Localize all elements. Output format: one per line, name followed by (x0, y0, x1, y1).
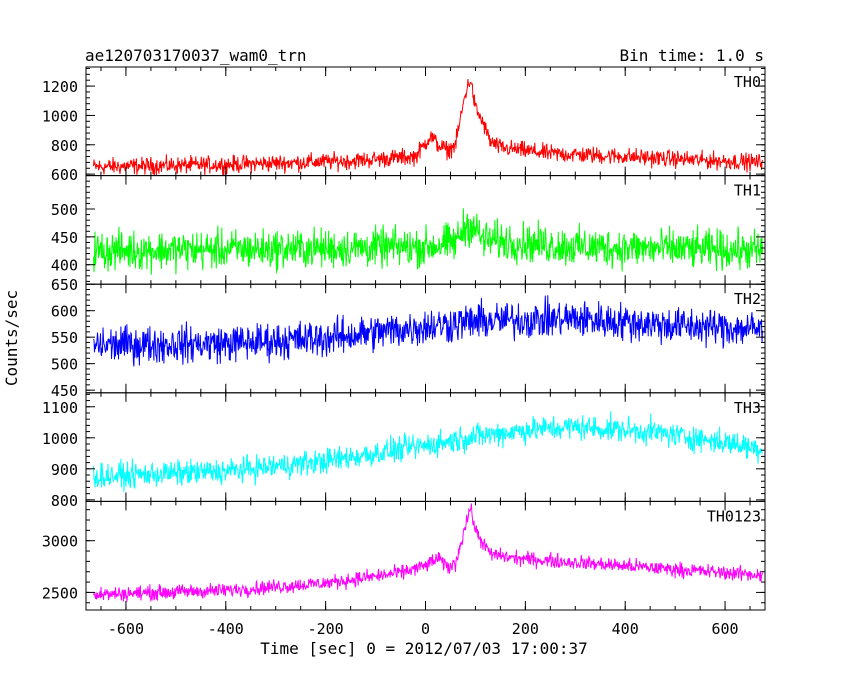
y-tick-label: 650 (51, 276, 78, 294)
y-tick-label: 900 (51, 461, 78, 479)
series-line-th0 (93, 78, 763, 176)
y-axis-label: Counts/sec (2, 290, 21, 386)
y-tick-label: 800 (51, 137, 78, 155)
panel-th1: 400 450 500 TH1 (51, 175, 766, 285)
x-tick-label: -200 (308, 620, 344, 638)
series-line-th2 (93, 295, 763, 367)
panel-th3: 800 900 1000 1100 TH3 (42, 392, 766, 510)
series-line-th1 (93, 208, 763, 275)
panel-th0: 600 800 1000 1200 TH0 (42, 66, 766, 184)
y-tick-label: 450 (51, 229, 78, 247)
x-tick-label: -600 (108, 620, 144, 638)
y-tick-label: 800 (51, 492, 78, 510)
y-tick-label: 550 (51, 329, 78, 347)
chart-title: ae120703170037_wam0_trn (85, 46, 307, 65)
y-tick-label: 1000 (42, 430, 78, 448)
panels-group: 600 800 1000 1200 TH0 400 450 500 TH1 450 500 550 60… (42, 66, 766, 638)
series-line-th0123 (93, 503, 763, 603)
panel-th0123: 2500 3000 TH0123 (42, 500, 766, 611)
y-tick-label: 3000 (42, 533, 78, 551)
panel-th2: 450 500 550 600 650 TH2 (51, 276, 766, 400)
panel-label: TH0 (734, 73, 761, 91)
y-tick-label: 1100 (42, 399, 78, 417)
y-tick-label: 500 (51, 356, 78, 374)
panel-label: TH0123 (707, 507, 761, 525)
panel-label: TH1 (734, 182, 761, 200)
y-tick-label: 500 (51, 201, 78, 219)
x-tick-label: 400 (612, 620, 639, 638)
panel-label: TH2 (734, 290, 761, 308)
y-tick-label: 2500 (42, 584, 78, 602)
x-tick-label: 200 (512, 620, 539, 638)
y-tick-label: 1200 (42, 78, 78, 96)
x-tick-label: -400 (208, 620, 244, 638)
y-tick-label: 1000 (42, 107, 78, 125)
panel-label: TH3 (734, 399, 761, 417)
x-tick-label: 0 (421, 620, 430, 638)
y-tick-label: 600 (51, 166, 78, 184)
y-tick-label: 450 (51, 382, 78, 400)
bin-time-label: Bin time: 1.0 s (620, 46, 765, 65)
y-tick-label: 400 (51, 257, 78, 275)
x-axis-label: Time [sec] 0 = 2012/07/03 17:00:37 (260, 639, 588, 658)
series-line-th3 (93, 411, 763, 492)
x-tick-label: 600 (712, 620, 739, 638)
y-tick-label: 600 (51, 303, 78, 321)
